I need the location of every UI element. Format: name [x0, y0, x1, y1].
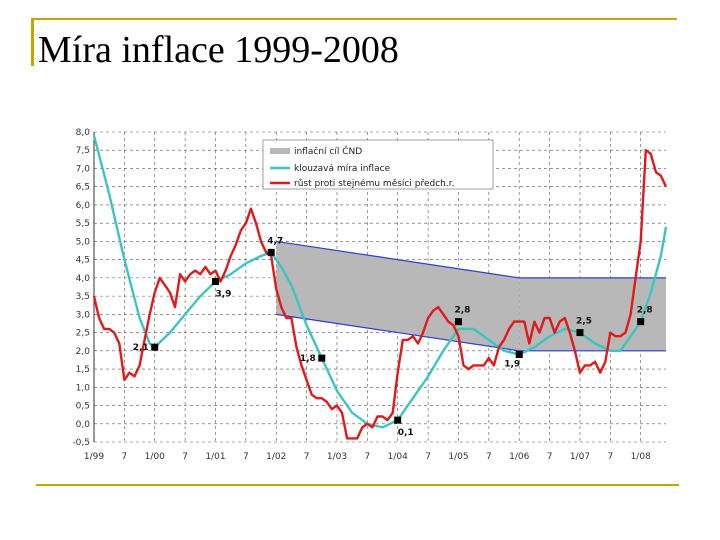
value-annotation: 0,1 [398, 428, 414, 438]
x-tick-label: 7 [547, 452, 553, 462]
series-line-yoy [92, 149, 668, 440]
x-tick-label: 7 [243, 452, 249, 462]
y-tick-label: 5,0 [76, 237, 91, 247]
value-annotation: 1,9 [504, 359, 520, 369]
y-tick-label: 1,0 [76, 383, 91, 393]
y-tick-label: 7,5 [76, 146, 90, 156]
value-marker [318, 354, 326, 362]
value-marker [151, 343, 159, 351]
y-tick-label: 4,5 [76, 256, 90, 266]
x-tick-label: 1/06 [509, 452, 529, 462]
y-tick-label: 8,0 [76, 128, 91, 138]
y-tick-label: 6,0 [76, 201, 91, 211]
legend-box [262, 139, 494, 190]
x-tick-label: 7 [607, 452, 613, 462]
y-tick-label: 0,5 [76, 402, 90, 412]
value-marker [454, 318, 462, 326]
grid [93, 131, 666, 443]
y-tick-label: 0,0 [76, 420, 91, 430]
value-annotation: 3,9 [216, 290, 232, 300]
value-marker [515, 350, 523, 358]
value-marker [637, 318, 645, 326]
value-annotation: 2,8 [637, 306, 653, 316]
legend: inflační cíl ČND klouzavá míra inflace r… [262, 139, 494, 190]
value-annotation: 2,8 [454, 306, 470, 316]
value-marker [267, 248, 275, 256]
y-tick-label: 2,5 [76, 329, 90, 339]
x-tick-label: 7 [182, 452, 188, 462]
value-marker [394, 416, 402, 424]
x-axis-ticks: 1/99 7 1/00 7 1/01 7 1/02 7 1/03 7 1/04 7 1/05 7 1/06 7… [84, 452, 651, 462]
value-annotation: 2,5 [576, 317, 592, 327]
legend-label-band: inflační cíl ČND [294, 145, 362, 157]
x-tick-label: 7 [122, 452, 128, 462]
x-tick-label: 1/01 [205, 452, 225, 462]
top-rule [34, 18, 677, 20]
legend-label-yoy: růst proti stejnému měsíci předch.r. [294, 178, 454, 189]
y-tick-label: 2,0 [76, 347, 91, 357]
target-band-lower-edge [276, 313, 520, 352]
value-markers: 2,1 3,9 4,7 1,8 0,1 2,8 1,9 2,5 2,8 [133, 236, 653, 438]
x-tick-label: 1/07 [570, 452, 590, 462]
series-line-moving-avg [92, 135, 668, 429]
y-tick-label: 7,0 [76, 164, 91, 174]
y-tick-label: 6,5 [76, 183, 90, 193]
x-tick-label: 1/03 [327, 452, 347, 462]
y-tick-label: 1,5 [76, 365, 90, 375]
y-tick-label: 5,5 [76, 219, 90, 229]
bottom-rule [36, 484, 679, 486]
legend-swatch-band [270, 148, 290, 154]
y-tick-label: 4,0 [76, 274, 91, 284]
x-tick-label: 7 [364, 452, 370, 462]
title-accent-bar [31, 18, 34, 66]
value-annotation: 2,1 [133, 343, 149, 353]
y-axis-ticks: 8,0 7,5 7,0 6,5 6,0 5,5 5,0 4,5 4,0 3,5 3,0 2,5 2,0 1… [72, 128, 90, 448]
y-tick-label: 3,0 [76, 310, 91, 320]
x-tick-label: 1/02 [266, 452, 286, 462]
legend-label-moving-avg: klouzavá míra inflace [294, 164, 391, 174]
value-annotation: 4,7 [267, 236, 283, 246]
x-tick-label: 7 [425, 452, 431, 462]
inflation-chart: 2,1 3,9 4,7 1,8 0,1 2,8 1,9 2,5 2,8 8,0 7,5 7,0 6,5… [58, 118, 670, 470]
x-tick-label: 1/05 [448, 452, 468, 462]
value-marker [211, 278, 219, 286]
x-tick-label: 7 [304, 452, 310, 462]
x-tick-label: 7 [486, 452, 492, 462]
series-layer [92, 135, 668, 440]
value-annotation: 1,8 [300, 354, 316, 364]
value-marker [576, 329, 584, 337]
target-band-upper-edge [276, 240, 520, 279]
page-title: Míra inflace 1999-2008 [38, 29, 399, 71]
x-tick-label: 1/99 [84, 452, 104, 462]
y-tick-label: 3,5 [76, 292, 90, 302]
x-tick-label: 1/00 [145, 452, 165, 462]
x-tick-label: 1/04 [388, 452, 408, 462]
x-tick-label: 1/08 [631, 452, 651, 462]
y-tick-label: -0,5 [72, 438, 90, 448]
